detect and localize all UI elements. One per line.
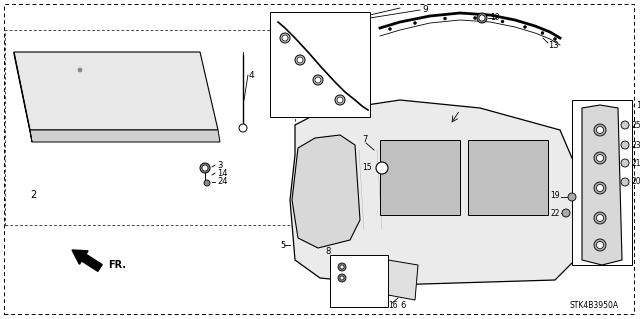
Bar <box>468 140 548 215</box>
Text: 10: 10 <box>624 197 634 206</box>
Circle shape <box>562 209 570 217</box>
Polygon shape <box>30 130 220 142</box>
Circle shape <box>621 141 629 149</box>
Circle shape <box>621 178 629 186</box>
Circle shape <box>413 21 417 25</box>
Circle shape <box>388 27 392 31</box>
Circle shape <box>337 97 343 103</box>
Text: 3: 3 <box>217 160 222 169</box>
Text: 12: 12 <box>350 272 359 278</box>
Polygon shape <box>582 105 622 265</box>
Text: 8: 8 <box>325 248 330 256</box>
Text: 23: 23 <box>345 33 355 42</box>
Circle shape <box>596 214 604 221</box>
Text: 20: 20 <box>340 78 349 86</box>
Text: 7: 7 <box>362 136 367 145</box>
Circle shape <box>200 163 210 173</box>
Circle shape <box>594 152 606 164</box>
Text: 11: 11 <box>340 292 349 300</box>
Text: STK4B3950A: STK4B3950A <box>570 301 619 310</box>
Circle shape <box>568 193 576 201</box>
Circle shape <box>596 184 604 191</box>
Circle shape <box>501 20 504 23</box>
Circle shape <box>239 124 247 132</box>
Text: 18: 18 <box>358 292 367 300</box>
FancyArrow shape <box>72 250 102 271</box>
Text: 14: 14 <box>217 168 227 177</box>
Circle shape <box>338 274 346 282</box>
Text: 24: 24 <box>217 177 227 187</box>
Polygon shape <box>388 260 418 300</box>
Circle shape <box>315 77 321 83</box>
Text: FR.: FR. <box>108 260 126 270</box>
Text: 19: 19 <box>490 13 500 23</box>
Bar <box>270 12 370 117</box>
Text: 19: 19 <box>550 191 560 201</box>
Circle shape <box>594 182 606 194</box>
Circle shape <box>313 75 323 85</box>
Text: 2: 2 <box>30 190 36 200</box>
Text: 4: 4 <box>249 70 255 79</box>
Circle shape <box>295 55 305 65</box>
Text: 15: 15 <box>362 164 372 173</box>
Circle shape <box>204 180 210 186</box>
Polygon shape <box>14 52 218 130</box>
Circle shape <box>524 26 527 28</box>
Circle shape <box>444 17 447 20</box>
Polygon shape <box>290 100 575 285</box>
Text: 25: 25 <box>348 13 358 23</box>
Text: 16: 16 <box>388 300 397 309</box>
Circle shape <box>474 17 477 19</box>
Text: 21: 21 <box>342 56 351 64</box>
Text: 12: 12 <box>350 262 359 268</box>
Circle shape <box>594 212 606 224</box>
Circle shape <box>340 265 344 269</box>
Circle shape <box>477 13 487 23</box>
Text: 22: 22 <box>550 209 560 218</box>
Bar <box>572 100 632 265</box>
Circle shape <box>340 276 344 280</box>
Circle shape <box>554 38 557 41</box>
Circle shape <box>282 35 288 41</box>
Circle shape <box>335 95 345 105</box>
Bar <box>330 255 388 307</box>
Circle shape <box>621 159 629 167</box>
Text: 17: 17 <box>636 100 640 109</box>
Circle shape <box>297 57 303 63</box>
Circle shape <box>621 121 629 129</box>
Text: 21: 21 <box>631 159 640 167</box>
Circle shape <box>541 32 544 34</box>
Text: 6: 6 <box>400 300 406 309</box>
Circle shape <box>479 15 485 21</box>
Circle shape <box>376 162 388 174</box>
Circle shape <box>280 33 290 43</box>
Circle shape <box>78 68 82 72</box>
Text: 23: 23 <box>631 140 640 150</box>
Polygon shape <box>14 52 32 142</box>
Text: 10: 10 <box>338 95 348 105</box>
Text: 5: 5 <box>280 241 285 249</box>
Text: 9: 9 <box>422 5 428 14</box>
Bar <box>380 140 460 215</box>
Text: 25: 25 <box>631 121 640 130</box>
Text: 20: 20 <box>631 177 640 187</box>
Circle shape <box>596 154 604 161</box>
Circle shape <box>594 124 606 136</box>
Polygon shape <box>292 135 360 248</box>
Circle shape <box>338 263 346 271</box>
Circle shape <box>596 127 604 133</box>
Bar <box>5 30 295 225</box>
Circle shape <box>596 241 604 249</box>
Text: 13: 13 <box>548 41 559 49</box>
Circle shape <box>202 165 208 171</box>
Circle shape <box>594 239 606 251</box>
